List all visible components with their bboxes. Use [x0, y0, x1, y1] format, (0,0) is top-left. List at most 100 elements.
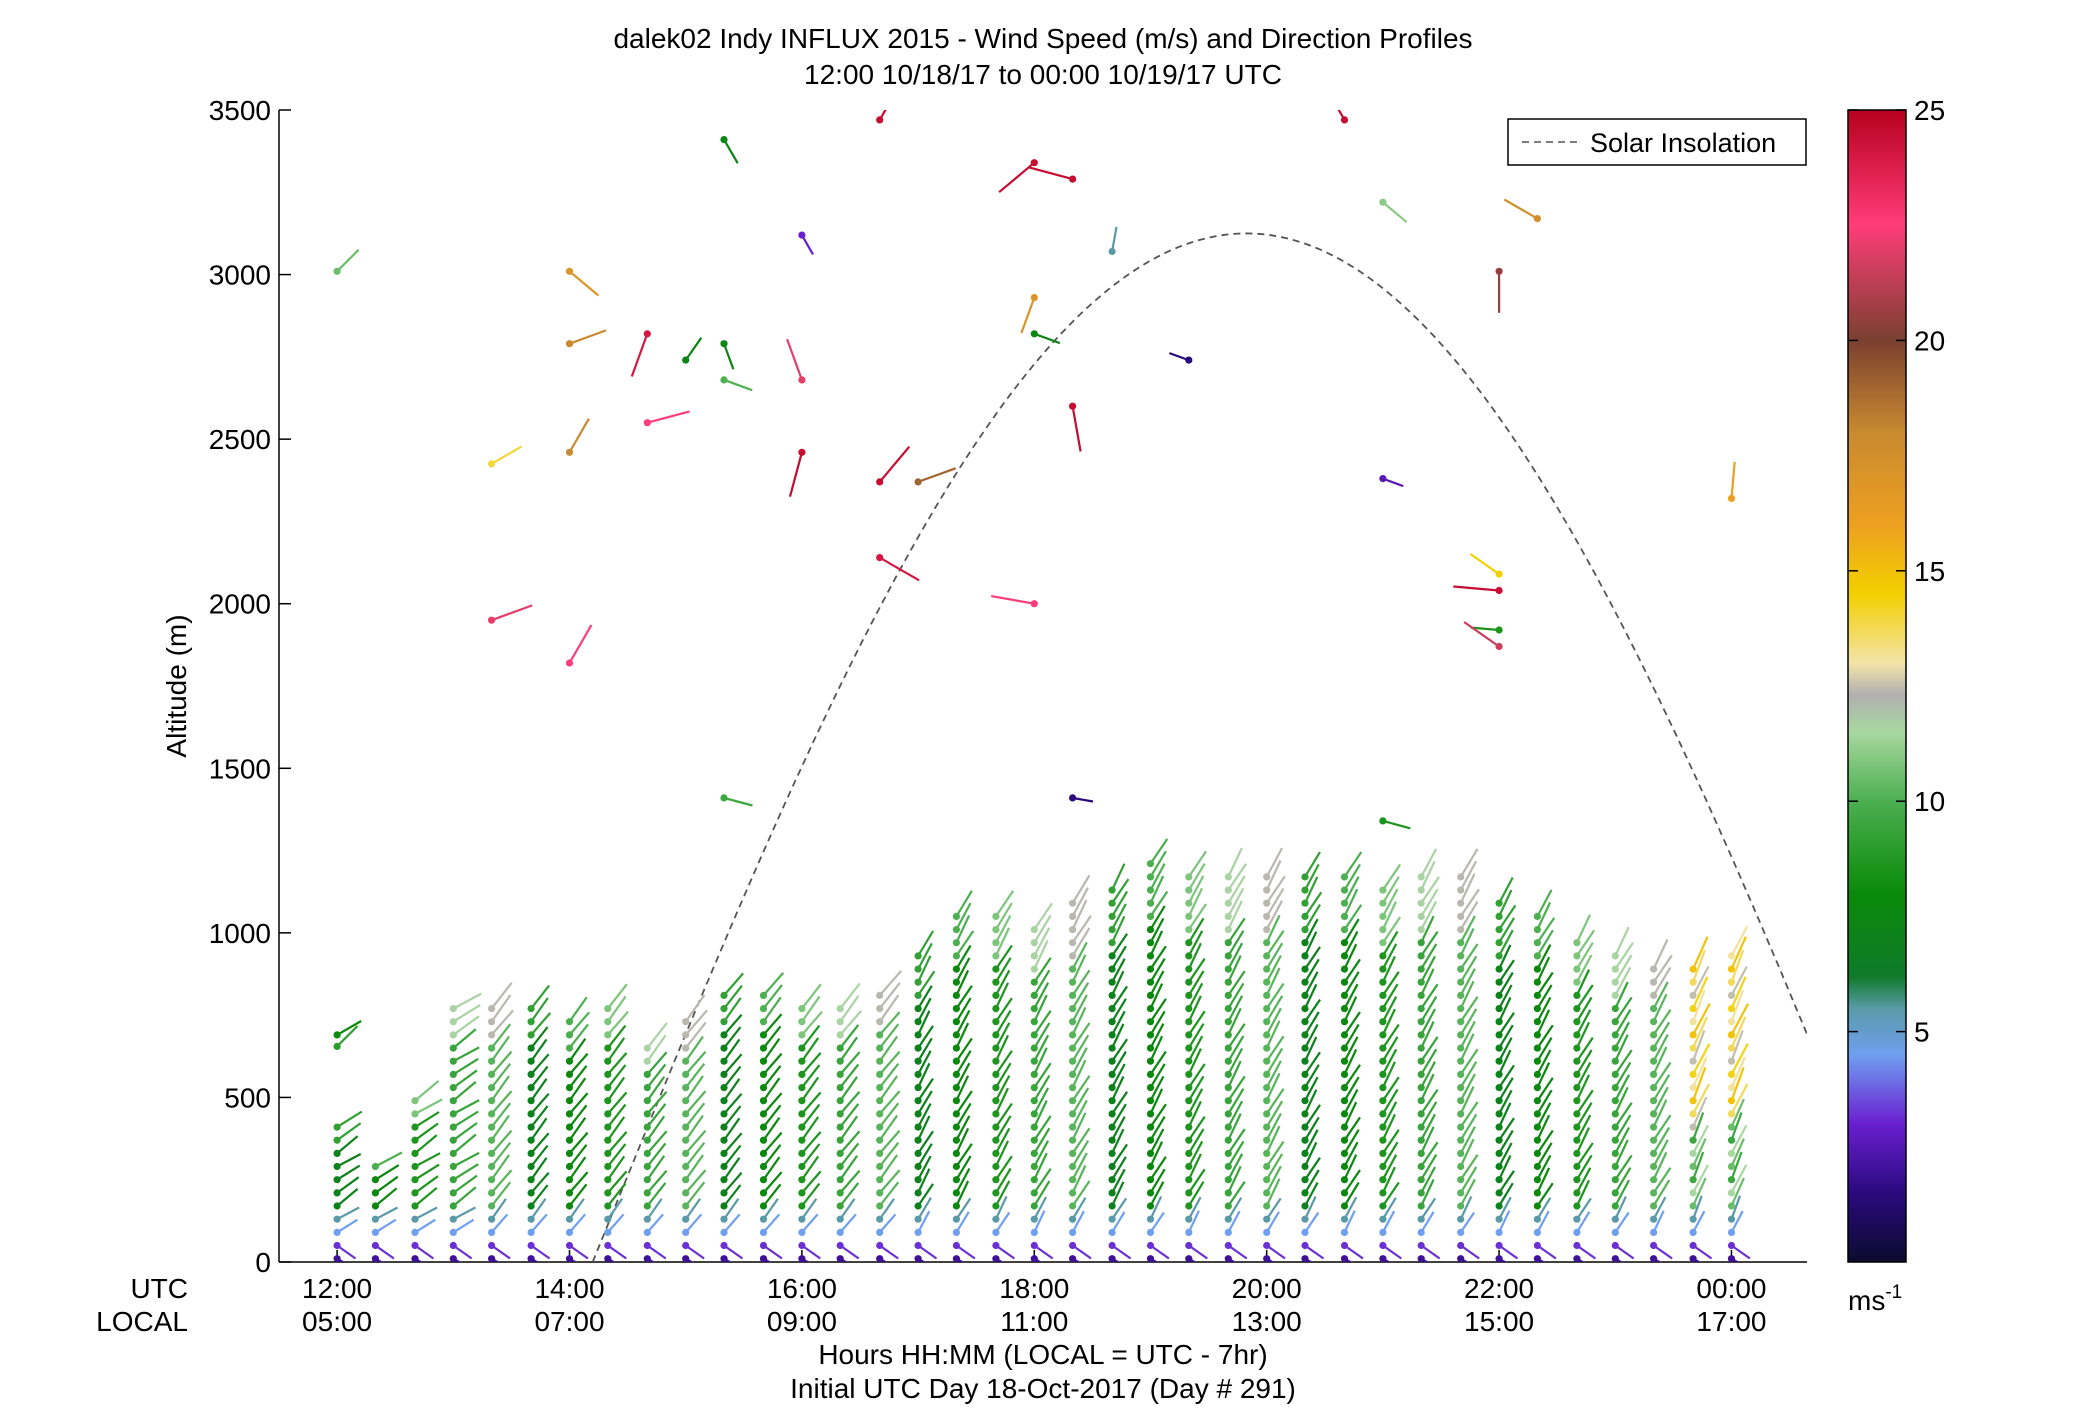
- wind-barb-dot: [1108, 1176, 1116, 1184]
- wind-barb-stem: [878, 1023, 900, 1049]
- wind-barb-stem: [1498, 1064, 1515, 1089]
- wind-barb-stem: [568, 1077, 587, 1102]
- wind-barb-stem: [839, 1244, 860, 1260]
- wind-barb-stem: [1149, 1181, 1165, 1207]
- wind-barb-stem: [1652, 1210, 1665, 1233]
- wind-barb-stem: [1187, 1115, 1206, 1141]
- x-tick-label-utc: 18:00: [999, 1273, 1069, 1304]
- wind-barb-stem: [1381, 1036, 1399, 1062]
- wind-barb-dot: [1030, 1018, 1038, 1026]
- wind-barb-stem: [878, 1075, 898, 1102]
- wind-barb-dot: [1301, 991, 1309, 1000]
- wind-barb-dot: [643, 1215, 651, 1223]
- wind-barb-stem: [1536, 1167, 1551, 1194]
- wind-barb-dot: [411, 1215, 419, 1223]
- wind-barb-stem: [1614, 1049, 1633, 1076]
- wind-barb-dot: [1263, 965, 1271, 973]
- wind-barb-dot: [798, 1018, 806, 1026]
- wind-barb-dot: [682, 1110, 690, 1118]
- wind-barb-dot: [836, 1149, 844, 1157]
- wind-barb-dot: [759, 1110, 768, 1118]
- wind-barb-dot: [1379, 1215, 1387, 1223]
- wind-barb-dot: [1379, 1149, 1387, 1157]
- wind-barb-stem: [374, 1244, 395, 1260]
- wind-barb-stem: [1459, 1033, 1475, 1062]
- wind-barb-dot: [488, 1123, 496, 1131]
- wind-barb-stem: [762, 1052, 783, 1076]
- wind-barb-dot: [1650, 1057, 1658, 1065]
- wind-barb-stem: [414, 1111, 440, 1129]
- wind-barb-stem: [1575, 1211, 1591, 1233]
- wind-barb-dot: [1457, 1018, 1465, 1026]
- wind-barb-stem: [1575, 1036, 1594, 1062]
- wind-barb-dot: [1108, 1044, 1116, 1052]
- wind-barb-dot: [914, 1070, 922, 1078]
- wind-barb-dot: [1224, 965, 1232, 973]
- wind-barb-dot: [1108, 991, 1116, 1000]
- wind-barb-dot: [643, 419, 651, 427]
- wind-barb-dot: [1417, 978, 1425, 986]
- wind-barb-stem: [1420, 1154, 1438, 1181]
- wind-barb-stem: [1149, 1116, 1166, 1141]
- wind-barb-dot: [1340, 1070, 1349, 1078]
- wind-barb-dot: [488, 1241, 496, 1250]
- wind-barb-stem: [1498, 1117, 1515, 1141]
- wind-barb-stem: [1536, 944, 1552, 970]
- wind-barb-dot: [1340, 899, 1349, 907]
- wind-barb-stem: [490, 1075, 510, 1102]
- wind-barb-dot: [914, 1123, 922, 1131]
- wind-barb-dot: [1030, 294, 1038, 302]
- wind-barb-dot: [333, 1215, 341, 1223]
- wind-barb-stem: [452, 1163, 479, 1181]
- wind-barb-dot: [411, 1136, 419, 1144]
- wind-barb-dot: [1146, 1215, 1155, 1223]
- wind-barb-stem: [878, 1090, 901, 1115]
- wind-barb-stem: [336, 248, 360, 273]
- wind-barb-stem: [684, 1169, 707, 1194]
- wind-barb-dot: [1185, 886, 1193, 894]
- wind-barb-dot: [952, 1241, 961, 1250]
- wind-barb-dot: [952, 1136, 961, 1144]
- wind-barb-dot: [798, 1228, 806, 1236]
- wind-barb-dot: [1146, 873, 1155, 881]
- wind-barb-dot: [798, 1110, 806, 1118]
- wind-barb-stem: [994, 1155, 1013, 1181]
- wind-barb-stem: [530, 1198, 547, 1220]
- wind-barb-dot: [1146, 1202, 1155, 1210]
- wind-barb-dot: [449, 1031, 457, 1039]
- wind-barb-stem: [1111, 890, 1129, 917]
- wind-barb-stem: [955, 957, 971, 983]
- wind-barb-dot: [1727, 1215, 1736, 1223]
- wind-barb-dot: [488, 1057, 496, 1065]
- wind-barb-stem: [1304, 946, 1321, 970]
- wind-barb-stem: [606, 1064, 627, 1089]
- wind-barb-dot: [1495, 1123, 1503, 1131]
- wind-barb-dot: [1495, 926, 1503, 934]
- wind-barb-stem: [1730, 1195, 1742, 1220]
- wind-barb-stem: [1730, 976, 1747, 1010]
- wind-barb-dot: [1379, 1070, 1387, 1078]
- wind-barb-dot: [1533, 1097, 1541, 1105]
- wind-barb-stem: [414, 1122, 439, 1142]
- wind-barb-stem: [955, 1143, 973, 1168]
- wind-barb-dot: [1340, 116, 1349, 124]
- wind-barb-dot: [1030, 1189, 1038, 1197]
- wind-barb-dot: [1379, 1202, 1387, 1210]
- wind-barb-stem: [1692, 1016, 1709, 1049]
- wind-barb-stem: [1187, 863, 1206, 891]
- wind-barb-dot: [1146, 860, 1155, 868]
- colorbar-tick-label: 15: [1914, 556, 1945, 587]
- wind-barb-stem: [530, 1078, 548, 1102]
- wind-barb-dot: [1573, 1005, 1581, 1013]
- wind-barb-dot: [952, 912, 961, 921]
- wind-barb-dot: [1417, 1215, 1425, 1223]
- wind-barb-dot: [1650, 1149, 1658, 1157]
- wind-barb-stem: [1575, 1102, 1593, 1128]
- wind-barb-dot: [1727, 1241, 1736, 1250]
- wind-barb-dot: [1727, 1176, 1736, 1184]
- wind-barb-dot: [1108, 1031, 1116, 1039]
- wind-barb-dot: [1108, 965, 1116, 973]
- wind-barb-stem: [1420, 1244, 1441, 1260]
- wind-barb-dot: [720, 1149, 728, 1157]
- wind-barb-dot: [1224, 1044, 1232, 1052]
